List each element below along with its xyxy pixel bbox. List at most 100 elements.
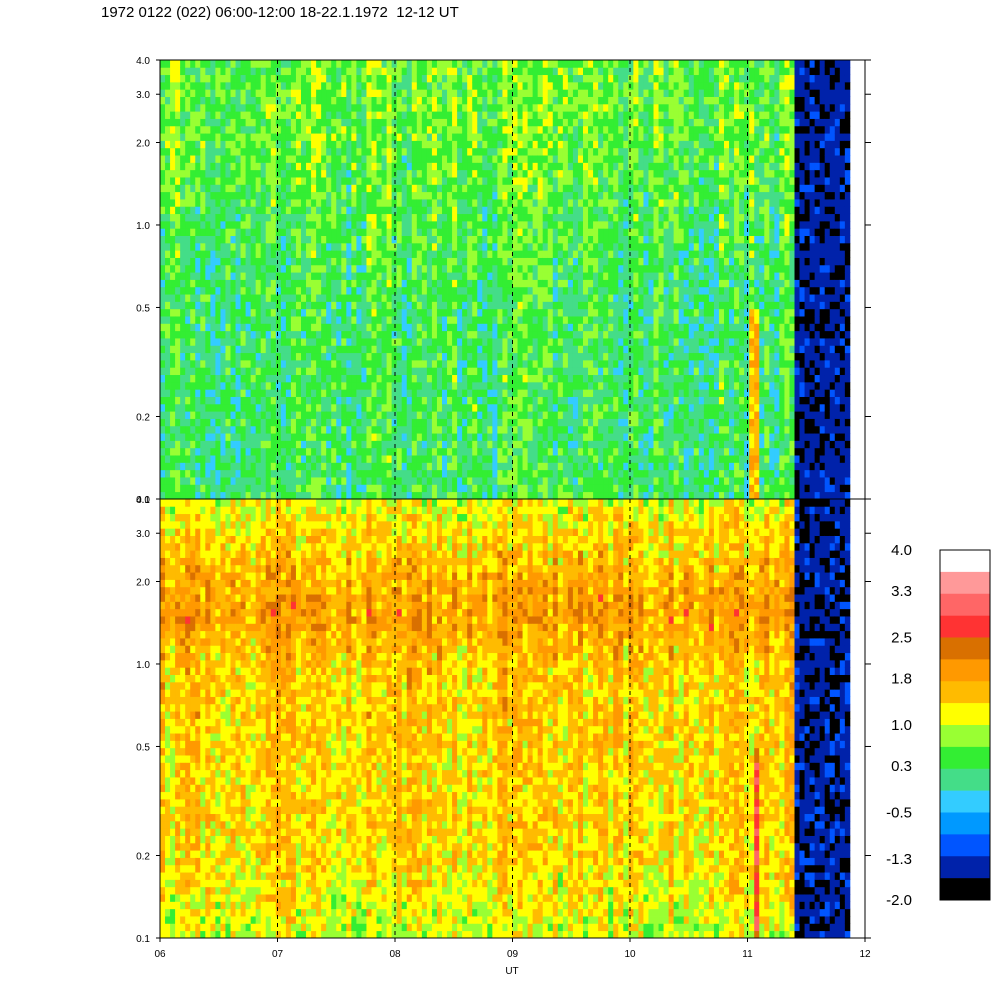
heatmap-cell: [406, 147, 413, 156]
heatmap-cell: [170, 308, 176, 317]
heatmap-cell: [311, 81, 317, 90]
heatmap-cell: [542, 286, 549, 295]
heatmap-cell: [421, 125, 428, 134]
heatmap-cell: [336, 272, 342, 280]
heatmap-cell: [336, 374, 342, 383]
heatmap-cell: [502, 345, 508, 354]
heatmap-cell: [552, 257, 559, 266]
heatmap-cell: [346, 162, 352, 171]
heatmap-cell: [170, 286, 176, 295]
heatmap-cell: [351, 118, 357, 127]
heatmap-cell: [452, 381, 458, 390]
heatmap-cell: [265, 96, 272, 105]
heatmap-cell: [547, 308, 554, 317]
heatmap-cell: [331, 118, 337, 127]
heatmap-cell: [431, 118, 438, 127]
heatmap-cell: [467, 220, 473, 229]
heatmap-cell: [295, 272, 302, 280]
heatmap-cell: [447, 272, 453, 280]
heatmap-cell: [265, 220, 272, 229]
heatmap-cell: [190, 199, 196, 207]
heatmap-cell: [255, 81, 262, 90]
heatmap-cell: [180, 389, 186, 397]
heatmap-cell: [210, 191, 216, 200]
heatmap-cell: [200, 279, 206, 288]
heatmap-cell: [477, 133, 483, 141]
heatmap-cell: [406, 235, 413, 244]
heatmap-cell: [351, 469, 357, 478]
heatmap-cell: [442, 140, 448, 149]
heatmap-cell: [175, 140, 181, 149]
heatmap-cell: [351, 477, 357, 485]
heatmap-cell: [331, 403, 337, 412]
heatmap-cell: [366, 455, 372, 463]
heatmap-cell: [240, 433, 247, 441]
heatmap-cell: [386, 89, 393, 97]
heatmap-cell: [391, 389, 398, 397]
heatmap-cell: [391, 440, 398, 449]
heatmap-cell: [260, 242, 267, 251]
heatmap-cell: [185, 462, 191, 471]
heatmap-cell: [215, 440, 221, 449]
heatmap-cell: [311, 213, 317, 222]
heatmap-cell: [160, 316, 166, 324]
heatmap-cell: [361, 199, 367, 207]
heatmap-cell: [426, 286, 433, 295]
heatmap-cell: [260, 133, 267, 141]
heatmap-cell: [285, 206, 292, 215]
heatmap-cell: [452, 396, 458, 405]
heatmap-cell: [270, 418, 277, 427]
heatmap-cell: [175, 89, 181, 97]
heatmap-cell: [210, 169, 216, 178]
heatmap-cell: [250, 242, 257, 251]
heatmap-cell: [306, 103, 312, 112]
heatmap-cell: [487, 462, 493, 471]
heatmap-cell: [250, 491, 257, 500]
heatmap-cell: [366, 103, 372, 112]
heatmap-cell: [331, 213, 337, 222]
heatmap-cell: [421, 133, 428, 141]
heatmap-cell: [175, 308, 181, 317]
heatmap-cell: [557, 294, 564, 302]
heatmap-cell: [316, 74, 322, 83]
heatmap-cell: [517, 133, 523, 141]
heatmap-cell: [467, 60, 473, 68]
heatmap-cell: [537, 191, 544, 200]
heatmap-cell: [572, 433, 579, 441]
heatmap-cell: [175, 469, 181, 478]
heatmap-cell: [447, 374, 453, 383]
heatmap-cell: [250, 338, 257, 346]
heatmap-cell: [190, 323, 196, 332]
heatmap-cell: [557, 359, 564, 368]
heatmap-cell: [411, 294, 418, 302]
heatmap-cell: [371, 477, 377, 485]
heatmap-cell: [547, 60, 554, 68]
heatmap-cell: [215, 67, 221, 76]
heatmap-cell: [170, 389, 176, 397]
heatmap-cell: [331, 359, 337, 368]
heatmap-cell: [306, 477, 312, 485]
heatmap-cell: [326, 228, 332, 236]
heatmap-cell: [567, 257, 574, 266]
heatmap-cell: [210, 433, 216, 441]
heatmap-cell: [497, 433, 503, 441]
heatmap-cell: [497, 323, 503, 332]
heatmap-cell: [230, 169, 236, 178]
heatmap-cell: [416, 184, 423, 193]
heatmap-cell: [185, 147, 191, 156]
heatmap-cell: [381, 140, 388, 149]
heatmap-cell: [482, 147, 488, 156]
heatmap-cell: [275, 403, 282, 412]
heatmap-cell: [165, 462, 171, 471]
heatmap-cell: [547, 484, 554, 493]
heatmap-cell: [331, 294, 337, 302]
heatmap-cell: [230, 250, 236, 258]
heatmap-cell: [386, 352, 393, 361]
heatmap-cell: [517, 111, 523, 119]
heatmap-cell: [210, 352, 216, 361]
heatmap-cell: [371, 272, 377, 280]
heatmap-cell: [160, 118, 166, 127]
heatmap-cell: [215, 242, 221, 251]
heatmap-cell: [557, 191, 564, 200]
heatmap-cell: [477, 184, 483, 193]
